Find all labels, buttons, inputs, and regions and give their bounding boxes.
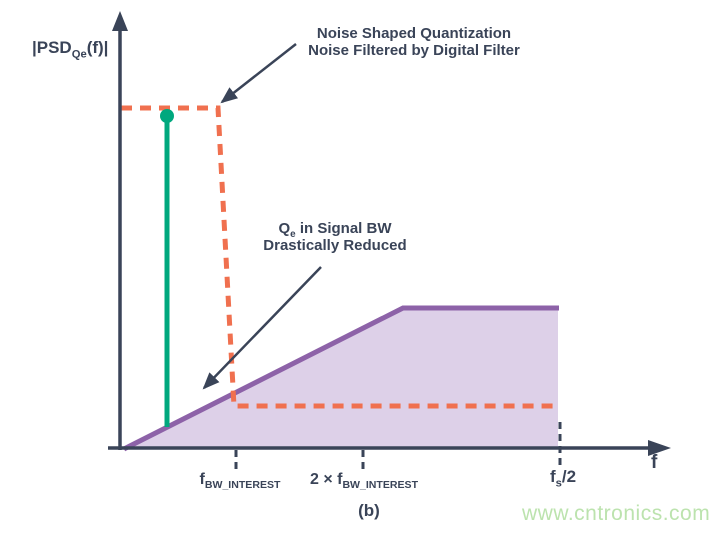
shaped-noise-area (126, 309, 558, 447)
filter-annotation-arrow (220, 43, 297, 104)
filter-annotation-line2: Noise Filtered by Digital Filter (308, 41, 520, 59)
x-axis-arrowhead (648, 440, 671, 456)
reduced-annotation-line2: Drastically Reduced (263, 236, 407, 254)
figure-caption: (b) (358, 501, 380, 520)
x-axis-label: f (651, 452, 658, 473)
watermark-text: www.cntronics.com (522, 502, 711, 525)
reduced-annotation-line1: Qe in Signal BW (278, 220, 392, 240)
y-axis-label: |PSDQe(f)| (32, 38, 109, 61)
signal-stem-dot (160, 109, 174, 123)
filter-annotation-text: Noise Shaped Quantization Noise Filtered… (308, 25, 520, 59)
x-tick-label-fbw: fBW_INTEREST (199, 471, 281, 492)
y-axis-arrowhead (112, 11, 128, 31)
shaped-noise-line (122, 305, 559, 452)
reduced-annotation-text: Qe in Signal BW Drastically Reduced (263, 220, 407, 254)
reduced-annotation-arrow (202, 266, 322, 390)
filter-annotation-line1: Noise Shaped Quantization (316, 25, 512, 42)
x-tick-label-fs2: fs/2 (549, 467, 577, 490)
x-tick-label-2fbw: 2 × fBW_INTEREST (309, 471, 419, 492)
filtered-noise-dashed-line (121, 105, 557, 409)
